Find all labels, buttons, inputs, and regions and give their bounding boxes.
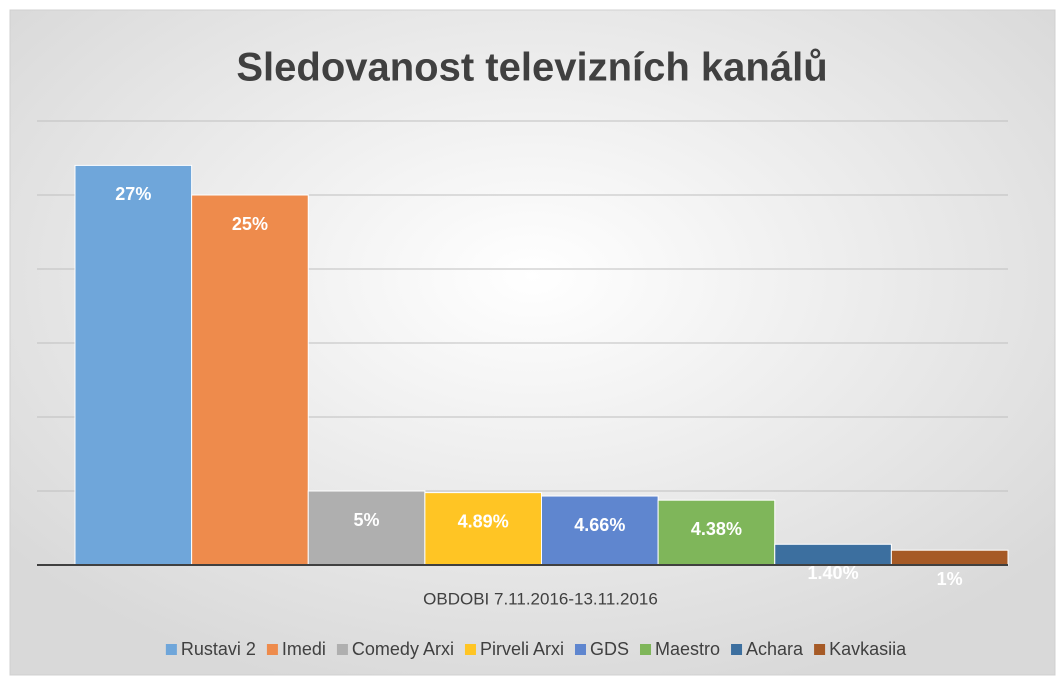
data-label: 4.66% — [574, 515, 625, 535]
legend-swatch — [266, 644, 278, 655]
legend-swatch — [640, 644, 652, 655]
bar — [774, 543, 892, 566]
bar — [74, 164, 193, 566]
data-label: 25% — [232, 214, 268, 234]
data-label: 4.89% — [458, 511, 509, 531]
legend-label: Kavkasiia — [829, 639, 907, 659]
legend-label: Pirveli Arxi — [480, 639, 564, 659]
legend-swatch — [464, 644, 476, 655]
legend-swatch — [336, 644, 348, 655]
bar — [541, 495, 659, 566]
bar — [657, 499, 776, 566]
legend-label: Maestro — [655, 639, 720, 659]
legend-label: Imedi — [282, 639, 326, 659]
data-label: 1% — [937, 569, 963, 589]
legend-swatch — [731, 644, 743, 655]
legend-label: Rustavi 2 — [181, 639, 256, 659]
x-tick-label: OBDOBI 7.11.2016-13.11.2016 — [423, 589, 658, 608]
data-label: 5% — [354, 510, 380, 530]
legend-label: GDS — [590, 639, 629, 659]
bar — [191, 194, 309, 566]
data-label: 1.40% — [808, 563, 859, 583]
data-label: 27% — [115, 184, 151, 204]
legend-swatch — [574, 644, 586, 655]
legend-swatch — [814, 644, 826, 655]
bar — [890, 549, 1009, 566]
data-label: 4.38% — [691, 519, 742, 539]
legend-swatch — [165, 644, 177, 655]
legend-label: Comedy Arxi — [352, 639, 454, 659]
bar — [424, 492, 542, 566]
chart-title: Sledovanost televizních kanálů — [236, 46, 827, 90]
bar — [307, 490, 426, 566]
legend-label: Achara — [746, 639, 804, 659]
